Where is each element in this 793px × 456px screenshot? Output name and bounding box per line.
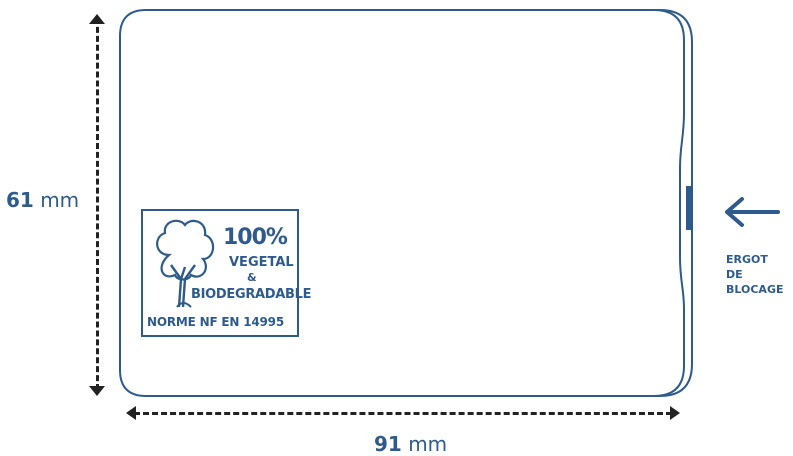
label-ampersand: &: [247, 271, 257, 284]
height-dimension-label: 61 mm: [6, 188, 79, 212]
width-arrow-right-icon: [670, 406, 680, 420]
callout-line-2: DE: [726, 268, 743, 281]
tree-icon: [156, 219, 215, 308]
width-arrow-left-icon: [126, 406, 136, 420]
card-sleeve: [119, 9, 693, 397]
callout-line-1: ERGOT: [726, 253, 768, 266]
callout-line-3: BLOCAGE: [726, 283, 784, 296]
locking-lug: [686, 186, 692, 230]
locking-lug-callout: ERGOT DE BLOCAGE: [726, 252, 783, 297]
height-unit: mm: [40, 188, 80, 212]
width-unit: mm: [408, 432, 448, 456]
height-arrow-top-icon: [89, 14, 105, 24]
label-norme: NORME NF EN 14995: [147, 315, 284, 329]
width-dimension-line: [134, 412, 672, 415]
width-dimension-label: 91 mm: [374, 432, 447, 456]
height-arrow-bottom-icon: [89, 386, 105, 396]
arrow-left-icon: [725, 197, 780, 227]
eco-label: 100% VEGETAL & BIODEGRADABLE NORME NF EN…: [141, 209, 312, 337]
height-value: 61: [6, 188, 34, 212]
label-percent: 100%: [223, 225, 288, 250]
height-dimension-line: [96, 18, 99, 390]
width-value: 91: [374, 432, 402, 456]
label-biodegradable: BIODEGRADABLE: [191, 287, 312, 302]
label-vegetal: VEGETAL: [229, 255, 294, 270]
